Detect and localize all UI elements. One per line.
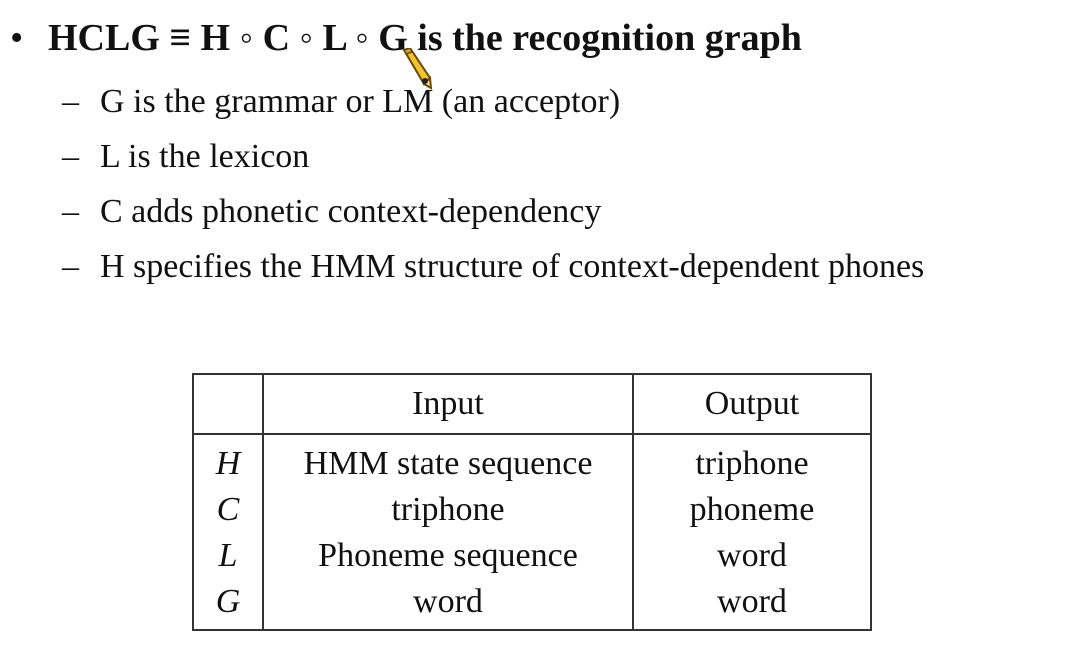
row-input: HMM state sequence — [262, 434, 634, 487]
row-output: word — [632, 579, 872, 630]
dash-marker: – — [62, 248, 79, 285]
header-cell-input: Input — [262, 374, 634, 435]
sub-point-text: H specifies the HMM structure of context… — [100, 248, 925, 285]
sub-point-text: L is the lexicon — [100, 138, 310, 175]
dash-marker: – — [62, 138, 79, 175]
row-output: phoneme — [632, 487, 872, 533]
row-output: triphone — [632, 434, 872, 487]
table-row: G word word — [192, 579, 872, 630]
sub-point-list: – G is the grammar or LM (an acceptor) – L… — [62, 74, 924, 294]
row-output: word — [632, 533, 872, 579]
sub-point-context: – C adds phonetic context-dependency — [62, 184, 924, 239]
heading-text: HCLG ≡ H ◦ C ◦ L ◦ G is the recognition … — [48, 17, 802, 59]
transducer-table-wrap: Input Output H HMM state sequence tripho… — [192, 373, 872, 631]
table-row: C triphone phoneme — [192, 487, 872, 533]
row-symbol: L — [192, 533, 264, 579]
sub-point-hmm: – H specifies the HMM structure of contex… — [62, 239, 924, 294]
bullet-marker: • — [10, 17, 24, 59]
sub-point-text: G is the grammar or LM (an acceptor) — [100, 83, 621, 120]
row-input: triphone — [262, 487, 634, 533]
dash-marker: – — [62, 193, 79, 230]
row-symbol: C — [192, 487, 264, 533]
dash-marker: – — [62, 83, 79, 120]
row-symbol: H — [192, 434, 264, 487]
header-cell-output: Output — [632, 374, 872, 435]
table-header-row: Input Output — [192, 374, 872, 435]
pencil-cursor-icon — [402, 48, 433, 90]
row-symbol: G — [192, 579, 264, 630]
row-input: Phoneme sequence — [262, 533, 634, 579]
table-row: L Phoneme sequence word — [192, 533, 872, 579]
sub-point-text: C adds phonetic context-dependency — [100, 193, 602, 230]
header-cell-symbol — [192, 374, 264, 435]
slide-heading: • HCLG ≡ H ◦ C ◦ L ◦ G is the recognition… — [10, 14, 802, 62]
row-input: word — [262, 579, 634, 630]
sub-point-lexicon: – L is the lexicon — [62, 129, 924, 184]
table-row: H HMM state sequence triphone — [192, 434, 872, 487]
transducer-table: Input Output H HMM state sequence tripho… — [192, 373, 872, 631]
sub-point-grammar: – G is the grammar or LM (an acceptor) — [62, 74, 924, 129]
